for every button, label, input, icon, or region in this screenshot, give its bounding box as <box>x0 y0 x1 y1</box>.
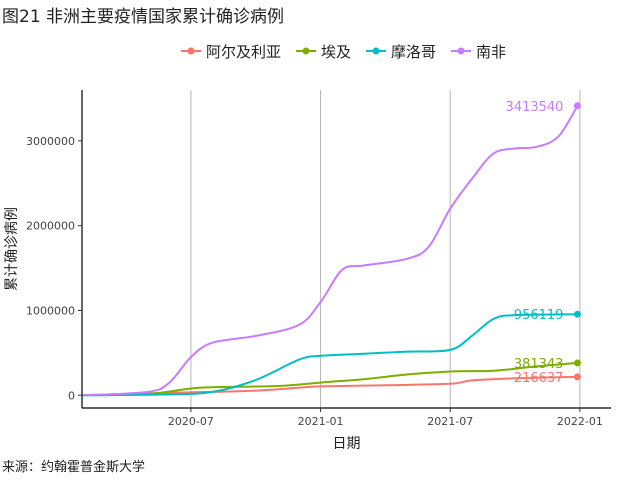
series-line-3 <box>82 105 579 397</box>
legend-label-2: 摩洛哥 <box>391 42 437 61</box>
legend-key-3 <box>451 47 472 55</box>
series-end-point-2 <box>573 310 581 318</box>
y-tick-label-3: 3000000 <box>26 135 75 148</box>
y-tick-label-2: 2000000 <box>26 220 75 233</box>
legend-key-1 <box>296 47 317 55</box>
chart-legend: 阿尔及利亚 埃及 摩洛哥 南非 <box>180 40 506 62</box>
legend-key-0 <box>181 47 201 55</box>
x-tick-label-3: 2022-01 <box>557 415 603 428</box>
y-tick-label-0: 0 <box>68 389 75 402</box>
y-axis-title: 累计确诊病例 <box>4 207 20 291</box>
x-tick-label-0: 2020-07 <box>168 415 214 428</box>
figure-title: 图21 非洲主要疫情国家累计确诊病例 <box>2 7 285 27</box>
legend-item-2: 摩洛哥 <box>365 41 436 62</box>
x-tick-label-2: 2021-07 <box>427 415 473 428</box>
series-end-label-0: 216637 <box>514 371 564 386</box>
series-end-point-1 <box>573 359 581 367</box>
x-tick-label-1: 2021-01 <box>298 415 344 428</box>
source-note: 来源：约翰霍普金斯大学 <box>2 460 146 475</box>
series-end-label-3: 3413540 <box>506 100 564 115</box>
series-end-label-1: 381343 <box>514 357 564 372</box>
series-line-2 <box>82 313 578 397</box>
legend-item-1: 埃及 <box>295 41 351 62</box>
y-tick-label-1: 1000000 <box>26 304 75 317</box>
series-line-0 <box>82 375 578 397</box>
legend-key-2 <box>366 47 387 55</box>
series-line-1 <box>82 361 578 397</box>
legend-label-3: 南非 <box>476 42 507 61</box>
legend-item-0: 阿尔及利亚 <box>180 41 281 62</box>
legend-label-1: 埃及 <box>321 42 352 61</box>
series-end-point-0 <box>573 373 581 381</box>
series-end-label-2: 956119 <box>514 308 564 323</box>
legend-item-3: 南非 <box>450 41 506 62</box>
x-axis-title: 日期 <box>333 436 361 452</box>
series-end-point-3 <box>573 102 581 110</box>
legend-label-0: 阿尔及利亚 <box>206 42 282 61</box>
